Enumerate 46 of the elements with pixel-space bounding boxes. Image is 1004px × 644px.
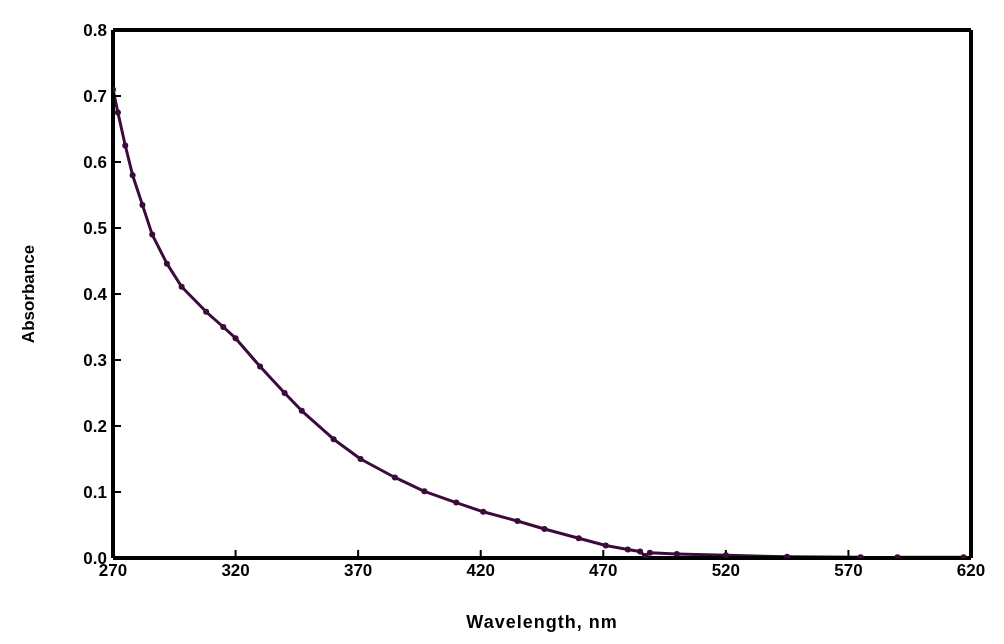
point — [129, 172, 136, 179]
point — [122, 142, 129, 149]
point — [114, 109, 121, 116]
y-tick-label: 0.5 — [83, 219, 107, 239]
x-tick-label: 370 — [343, 561, 373, 581]
x-tick-label: 570 — [834, 561, 863, 581]
x-tick-label: 520 — [711, 561, 741, 581]
point — [541, 525, 548, 532]
y-tick-label: 0.2 — [83, 417, 107, 437]
point — [203, 308, 210, 315]
point — [641, 553, 648, 558]
point — [602, 542, 609, 549]
point — [330, 436, 337, 443]
point — [673, 551, 680, 558]
y-tick-label: 0.4 — [83, 285, 108, 305]
point — [139, 201, 146, 208]
y-tick-label: 0.8 — [83, 21, 107, 41]
point — [646, 549, 653, 556]
point — [453, 499, 460, 506]
x-tick-label: 420 — [466, 561, 495, 581]
y-tick-label: 0.1 — [83, 483, 107, 503]
x-axis-title: Wavelength, nm — [466, 612, 618, 632]
point — [149, 231, 156, 238]
point — [421, 488, 428, 495]
y-tick-label: 0.6 — [83, 153, 107, 173]
point — [637, 548, 644, 555]
point — [624, 546, 631, 553]
point — [232, 335, 239, 342]
point — [281, 390, 288, 396]
y-axis-title: Absorbance — [19, 244, 39, 344]
x-tick-label: 320 — [221, 561, 250, 581]
x-tick-label: 470 — [589, 561, 618, 581]
point — [514, 518, 521, 525]
point — [575, 535, 582, 542]
point — [257, 363, 264, 370]
point — [298, 407, 305, 414]
y-tick-label: 0.3 — [83, 351, 107, 371]
point — [220, 324, 227, 330]
point — [784, 553, 791, 558]
y-tick-label: 0.7 — [83, 87, 107, 107]
point — [391, 474, 398, 481]
point — [163, 260, 170, 267]
x-tick-label: 620 — [956, 561, 986, 581]
point — [178, 283, 185, 290]
point — [357, 456, 364, 462]
point — [480, 508, 487, 515]
